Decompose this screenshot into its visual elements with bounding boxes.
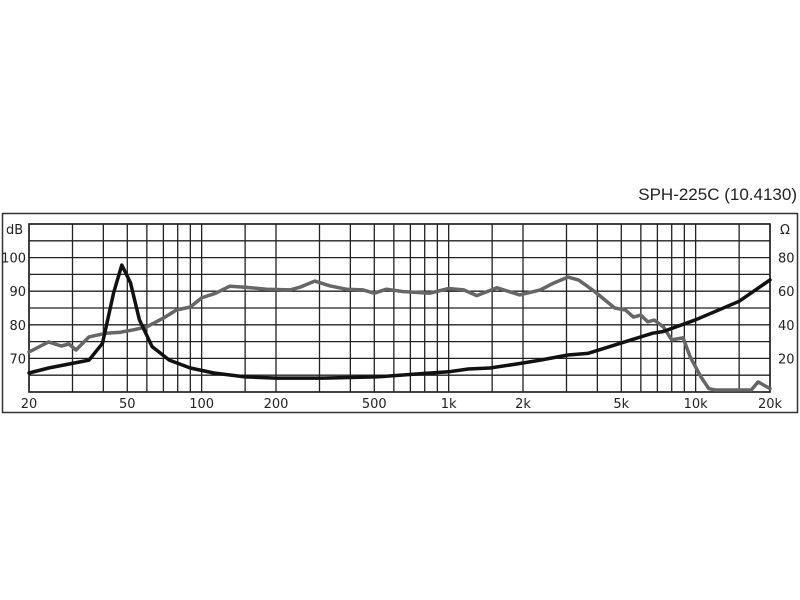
tick-labels: 20 50 100 200 500 1k 2k 5k 10k 20k 100 90 80 70 80 60 40…: [1, 252, 794, 412]
y-right-tick-label: 40: [778, 319, 795, 334]
y-right-tick-label: 20: [778, 352, 795, 367]
y-left-tick-label: 80: [9, 319, 26, 334]
chart-frame: [1, 212, 799, 414]
x-tick-label: 2k: [515, 397, 531, 412]
x-tick-label: 20: [21, 397, 38, 412]
y-left-tick-label: 100: [1, 252, 26, 267]
y-right-tick-label: 80: [778, 252, 795, 267]
x-tick-label: 20k: [758, 397, 783, 412]
plot-area: [28, 223, 771, 393]
y-right-tick-label: 60: [778, 285, 795, 300]
impedance-curve: [27, 263, 772, 380]
series: [27, 263, 772, 392]
y-right-label: Ω: [780, 223, 790, 238]
x-tick-label: 10k: [684, 397, 709, 412]
y-left-tick-label: 70: [9, 352, 26, 367]
y-left-tick-label: 90: [9, 285, 26, 300]
x-tick-label: 200: [264, 397, 289, 412]
x-tick-label: 1k: [441, 397, 457, 412]
x-tick-label: 100: [189, 397, 214, 412]
grid: [28, 223, 771, 393]
x-tick-label: 50: [119, 397, 136, 412]
x-tick-label: 5k: [613, 397, 629, 412]
x-tick-label: 500: [362, 397, 387, 412]
y-left-label: dB: [6, 223, 23, 238]
chart-title: SPH-225C (10.4130): [638, 185, 797, 204]
